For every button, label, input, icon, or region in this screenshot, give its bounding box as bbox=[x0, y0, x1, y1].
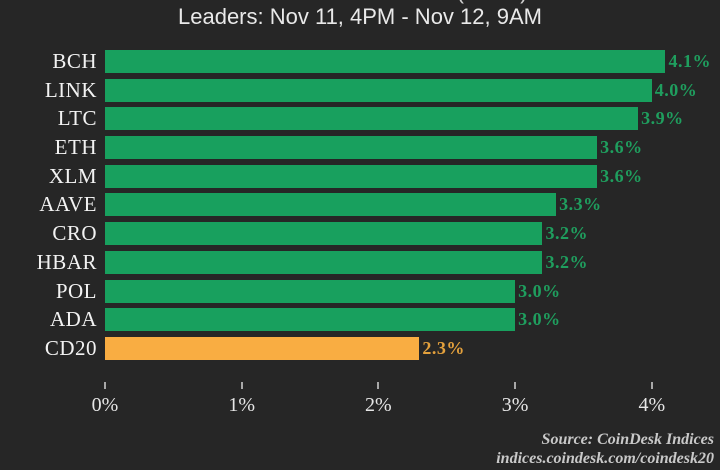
bar bbox=[105, 78, 652, 102]
value-label: 3.6% bbox=[600, 137, 643, 158]
bar bbox=[105, 164, 598, 188]
category-label: POL bbox=[55, 278, 97, 303]
bar-row: LTC 3.9% bbox=[0, 107, 720, 136]
x-axis-tick bbox=[650, 382, 653, 389]
source-attribution: Source: CoinDesk Indices indices.coindes… bbox=[496, 430, 714, 468]
bar bbox=[105, 308, 516, 332]
category-label: HBAR bbox=[36, 249, 97, 274]
x-axis-tick bbox=[104, 382, 106, 389]
category-label: ETH bbox=[54, 135, 97, 160]
source-text: Source: CoinDesk Indices bbox=[541, 431, 714, 448]
value-label: 3.6% bbox=[600, 165, 643, 186]
bar-row: LINK 4.0% bbox=[0, 77, 720, 108]
bar-row: ETH 3.6% bbox=[0, 136, 720, 165]
highlight-bar bbox=[105, 336, 420, 360]
value-label: 3.9% bbox=[641, 108, 684, 129]
value-label: 4.0% bbox=[654, 79, 698, 100]
category-label: LINK bbox=[44, 77, 97, 102]
bar-row: ADA 3.0% bbox=[0, 308, 720, 337]
bar bbox=[105, 193, 557, 217]
category-label: CD20 bbox=[44, 335, 97, 360]
x-axis-tick bbox=[514, 382, 517, 389]
category-label: CRO bbox=[52, 221, 97, 246]
value-label: 3.0% bbox=[518, 309, 561, 330]
x-axis-tick bbox=[377, 382, 380, 389]
bar bbox=[105, 107, 639, 131]
bar-row: CD20 2.3% bbox=[0, 335, 720, 366]
value-label: 3.0% bbox=[518, 280, 561, 301]
x-axis-tick-label: 3% bbox=[501, 394, 529, 416]
bar-row: XLM 3.6% bbox=[0, 163, 720, 194]
bar bbox=[105, 279, 516, 303]
bar-row: AAVE 3.3% bbox=[0, 193, 720, 222]
x-axis-tick-label: 2% bbox=[365, 394, 392, 416]
bar bbox=[105, 136, 598, 160]
bar-row: BCH 4.1% bbox=[0, 50, 720, 79]
x-axis-tick-label: 0% bbox=[91, 394, 119, 416]
value-label: 4.1% bbox=[668, 51, 711, 71]
category-label: XLM bbox=[48, 163, 97, 188]
value-label: 2.3% bbox=[422, 337, 465, 358]
category-label: BCH bbox=[52, 49, 97, 73]
bar-chart-area: BCH 4.1% LINK 4.0% LTC 3.9% ETH 3.6% XLM 3.6% AAVE… bbox=[0, 50, 720, 366]
category-label: ADA bbox=[50, 307, 97, 332]
x-axis-tick-label: 1% bbox=[228, 394, 256, 416]
chart-title: Leaders: Nov 11, 4PM - Nov 12, 9AM bbox=[178, 4, 542, 29]
value-label: 3.3% bbox=[559, 194, 602, 215]
x-axis-tick-label: 4% bbox=[638, 394, 666, 416]
value-label: 3.2% bbox=[545, 223, 588, 244]
bar-row: HBAR 3.2% bbox=[0, 249, 720, 280]
value-label: 3.2% bbox=[545, 251, 588, 272]
bar-row: CRO 3.2% bbox=[0, 222, 720, 251]
bar bbox=[105, 50, 666, 73]
source-url: indices.coindesk.com/coindesk20 bbox=[496, 450, 714, 467]
bar bbox=[105, 222, 543, 246]
x-axis-tick bbox=[240, 382, 243, 389]
category-label: AAVE bbox=[39, 192, 97, 217]
bar bbox=[105, 250, 543, 274]
clipped-title-line: CoinDesk 20 Performance (CD20) bbox=[0, 0, 720, 5]
bar-row: POL 3.0% bbox=[0, 278, 720, 309]
category-label: LTC bbox=[57, 106, 97, 131]
